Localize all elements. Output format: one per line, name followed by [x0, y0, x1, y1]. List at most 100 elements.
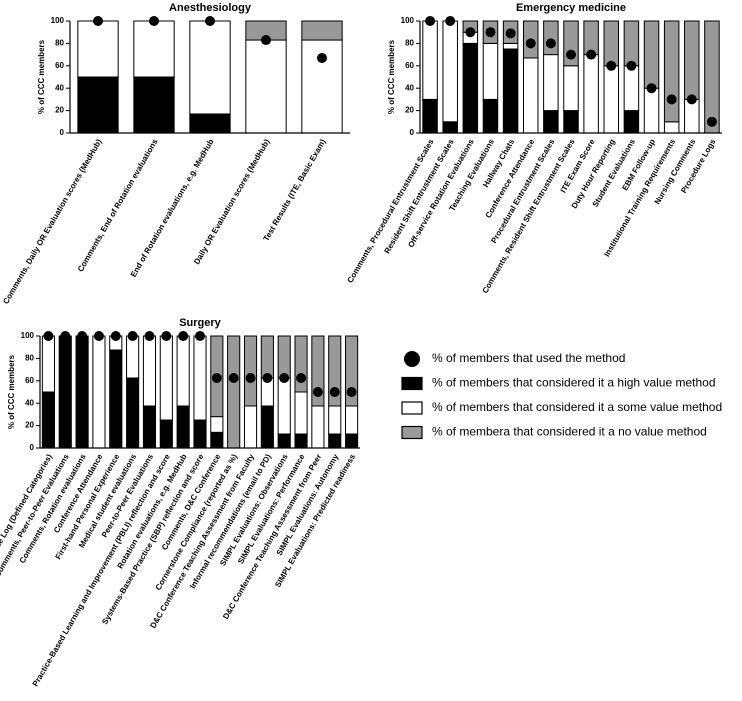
bar-segment	[176, 335, 190, 407]
dot	[261, 35, 271, 46]
bar-segment	[603, 20, 620, 67]
y-tick-label: 0	[30, 443, 35, 452]
bar-segment	[522, 57, 539, 134]
dot	[144, 331, 155, 341]
bar-segment	[260, 405, 274, 449]
bar-segment	[583, 20, 599, 56]
bar-segment	[159, 419, 173, 449]
bar-segment	[176, 405, 190, 449]
dot	[485, 27, 496, 38]
legend-label: % of members that used the method	[432, 351, 625, 365]
y-axis-label: % of CCC members	[387, 39, 396, 114]
bar-segment	[643, 20, 660, 89]
bar-segment	[502, 48, 519, 134]
dot	[279, 373, 290, 383]
y-tick-label: 60	[55, 61, 64, 70]
y-tick-label: 100	[21, 331, 35, 340]
bar-segment	[243, 335, 258, 407]
y-tick-label: 20	[55, 106, 64, 115]
dot	[317, 52, 327, 63]
y-axis-label: % of CCC members	[37, 39, 46, 114]
bar-segment	[502, 42, 519, 50]
dot	[149, 16, 159, 26]
bar-segment	[193, 335, 207, 421]
dot	[505, 28, 516, 39]
bar-segment	[543, 54, 559, 112]
bar-segment	[189, 20, 231, 115]
chart-title: Anesthesiology	[169, 2, 252, 14]
dot	[205, 16, 215, 26]
dot	[77, 331, 88, 341]
bar-segment	[684, 20, 700, 100]
bar-segment	[133, 76, 175, 134]
dot	[626, 60, 637, 71]
y-tick-label: 60	[405, 61, 414, 70]
bar-segment	[142, 335, 157, 407]
bar-segment	[58, 335, 72, 449]
bar-segment	[623, 65, 640, 112]
bar-segment	[126, 335, 140, 379]
bar-segment	[328, 433, 342, 449]
y-tick-label: 20	[405, 106, 414, 115]
dot	[245, 373, 256, 383]
bar-segment	[41, 335, 55, 393]
y-tick-label: 40	[55, 83, 64, 92]
dot	[312, 387, 323, 397]
bar-segment	[133, 20, 175, 78]
dot	[606, 60, 617, 71]
bar-segment	[294, 391, 308, 435]
bar-segment	[142, 405, 157, 449]
bar-segment	[345, 405, 359, 435]
dot	[296, 373, 307, 383]
bar-segment	[663, 121, 680, 134]
legend-swatch	[401, 425, 423, 440]
chart-title: Surgery	[179, 317, 221, 329]
x-tick-label: Test Results (ITE, Basic Exam)	[262, 137, 328, 243]
bar-segment	[643, 87, 660, 134]
x-tick-label: Comments, Daily OR Evaluation scores (Me…	[1, 137, 103, 305]
bar-segment	[92, 335, 106, 449]
legend-label: % of members that considered it a high v…	[432, 376, 716, 390]
dot	[127, 331, 138, 341]
bar-segment	[543, 110, 559, 134]
bar-segment	[563, 110, 579, 134]
dot	[93, 16, 103, 26]
bar-segment	[77, 76, 119, 134]
bar-segment	[623, 20, 640, 67]
legend-swatch	[401, 376, 423, 391]
bar-segment	[482, 42, 499, 100]
bar-segment	[563, 65, 579, 112]
dot	[43, 331, 54, 341]
bar-segment	[462, 42, 479, 134]
bar-segment	[583, 54, 599, 134]
bar-segment	[277, 433, 291, 449]
dot	[586, 49, 597, 60]
y-tick-label: 100	[51, 16, 65, 25]
bar-segment	[126, 377, 140, 449]
dot	[346, 387, 357, 397]
legend-label: % of members that considered it a some v…	[432, 400, 722, 414]
bar-segment	[684, 98, 700, 134]
dot	[525, 38, 536, 49]
bar-segment	[77, 20, 119, 78]
bar-segment	[442, 20, 458, 123]
bar-segment	[482, 98, 499, 134]
bar-segment	[243, 405, 258, 449]
bar-segment	[328, 405, 342, 435]
bar-segment	[277, 377, 291, 435]
dot	[445, 16, 456, 26]
y-tick-label: 60	[25, 376, 34, 385]
y-tick-label: 80	[25, 354, 34, 363]
y-tick-label: 100	[401, 16, 415, 25]
dot	[195, 331, 205, 341]
bar-segment	[109, 349, 123, 449]
bar-segment	[41, 391, 55, 449]
bar-segment	[193, 419, 207, 449]
legend-label: % of membera that considered it a no val…	[432, 425, 707, 439]
dot	[161, 331, 172, 341]
dot	[545, 38, 556, 49]
bar-segment	[210, 431, 224, 449]
y-tick-label: 80	[55, 39, 64, 48]
dot	[228, 373, 239, 383]
